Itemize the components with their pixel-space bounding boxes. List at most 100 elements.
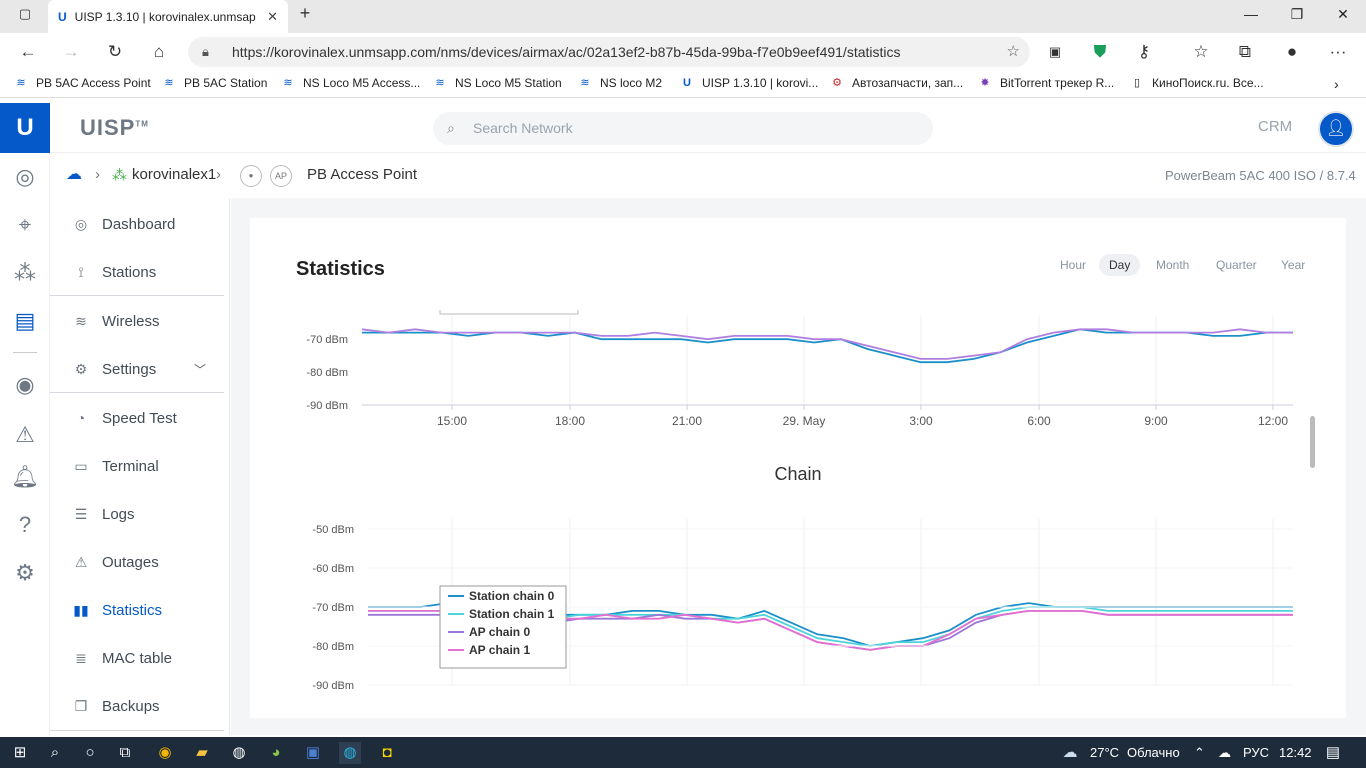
menu-item-stations[interactable]: ⟟ Stations [50,252,230,292]
search-placeholder: Search Network [473,120,573,136]
page-title: Statistics [296,258,385,280]
new-tab-icon[interactable]: + [299,3,311,23]
bookmark-4[interactable]: ≋ NS loco M2 [578,76,662,90]
minimize-icon[interactable]: — [1244,6,1258,22]
forward-icon[interactable]: → [62,42,80,61]
range-day[interactable]: Day [1099,254,1141,276]
tasks-rail-icon[interactable]: ◉ [15,372,35,397]
menu-item-wireless[interactable]: ≋ Wireless [50,301,230,341]
bookmark-8[interactable]: ▯ КиноПоиск.ru. Все... [1130,76,1264,90]
settings-icon: ⚙ [74,360,88,377]
uisp-logo-icon[interactable]: U [0,103,50,153]
dashboard-rail-icon[interactable]: ◎ [15,164,35,189]
bookmark-7[interactable]: ✸ BitTorrent трекер R... [978,76,1114,90]
lock-icon: 🔒︎ [202,44,209,59]
task-view-icon[interactable]: ⧉ [119,744,131,761]
extension-icon[interactable]: ▣ [1048,44,1062,59]
devices-rail-icon[interactable]: ▤ [14,308,36,333]
menu-item-statistics[interactable]: ▮▮ Statistics [50,590,230,630]
menu-item-terminal[interactable]: ▭ Terminal [50,446,230,486]
menu-item-dashboard[interactable]: ◎ Dashboard [50,204,230,244]
cloud-icon[interactable]: ☁ [66,166,82,183]
shield-extension-icon[interactable]: ⛊ [1093,42,1107,61]
range-marker [439,310,579,315]
bookmark-6[interactable]: ⚙ Автозапчасти, зап... [830,76,963,90]
content-scrollbar[interactable] [1310,416,1315,468]
reload-icon[interactable]: ↻ [107,42,123,61]
browser-navbar: ← → ↻ ⌂ 🔒︎ https://korovinalex.unmsapp.c… [0,33,1366,70]
search-input[interactable]: ⌕ Search Network [433,112,933,145]
clients-rail-icon[interactable]: ⁂ [14,260,36,285]
collections-icon[interactable]: ⧉ [1238,42,1252,61]
chain-chart: -50 dBm -60 dBm -70 dBm -80 dBm -90 dBm Stati… [312,519,1293,692]
bookmarks-more-icon[interactable]: › [1334,76,1339,92]
url-text: https://korovinalex.unmsapp.com/nms/devi… [232,44,901,60]
device-menu: ◎ Dashboard ⟟ Stations ≋ Wireless ⚙ Settings… [50,198,230,735]
tray-chevron-icon[interactable]: ⌃ [1194,745,1205,760]
y-tick-label: -80 dBm [306,367,348,379]
save-app-icon[interactable]: ▣ [305,744,321,761]
range-month[interactable]: Month [1156,258,1190,272]
windows-start-icon[interactable]: ⊞ [13,744,27,761]
avatar[interactable]: 👤︎ [1318,111,1354,147]
explorer-icon[interactable]: ▰ [196,744,208,761]
tab-actions-icon[interactable]: ▢ [18,6,32,21]
menu-item-mac-table[interactable]: ≣ MAC table [50,638,230,678]
statistics-card: Statistics Hour Day Month Quarter Year -… [250,218,1346,718]
uisp-favicon-icon: U [58,9,67,24]
range-year[interactable]: Year [1281,258,1306,272]
wifi-icon: ≋ [164,77,174,89]
location-rail-icon[interactable]: ⌖ [18,212,32,237]
browser-tab[interactable]: U UISP 1.3.10 | korovinalex.unmsap ✕ [48,0,288,33]
signal-chart: -70 dBm -80 dBm -90 dBm 15:00 18:00 21:00 29. … [306,310,1293,428]
main-content: Statistics Hour Day Month Quarter Year -… [231,198,1366,735]
logs-icon: ☰ [74,505,88,522]
help-rail-icon[interactable]: ? [18,512,32,537]
network-icon[interactable]: ☁ [1218,745,1231,760]
more-icon[interactable]: ··· [1329,42,1347,61]
home-icon[interactable]: ⌂ [153,42,165,61]
menu-item-backups[interactable]: ❐ Backups [50,686,230,726]
chrome-icon[interactable]: ◉ [158,744,172,761]
range-quarter[interactable]: Quarter [1216,258,1257,272]
window-close-icon[interactable]: ✕ [1337,6,1349,22]
clock[interactable]: 12:42 [1279,745,1312,760]
bookmark-5[interactable]: U UISP 1.3.10 | korovi... [680,76,818,90]
profile-icon[interactable]: ● [1286,42,1298,61]
tab-close-icon[interactable]: ✕ [267,8,278,24]
breadcrumb-site[interactable]: korovinalex1 [132,166,217,183]
bookmark-1[interactable]: ≋ PB 5AC Station [162,76,267,90]
back-icon[interactable]: ← [19,42,37,61]
statistics-icon: ▮▮ [73,601,89,618]
bookmark-2[interactable]: ≋ NS Loco M5 Access... [281,76,420,90]
bookmark-3[interactable]: ≋ NS Loco M5 Station [433,76,561,90]
legend-label: AP chain 1 [469,643,530,657]
edge-icon[interactable]: ◍ [339,742,361,764]
maps-icon[interactable]: ◕ [271,744,281,761]
range-hour[interactable]: Hour [1060,258,1087,272]
search-taskbar-icon[interactable]: ⌕ [50,744,60,761]
menu-item-speed-test[interactable]: ◔ Speed Test [50,398,230,438]
settings-rail-icon[interactable]: ⚙ [15,560,35,585]
menu-item-outages[interactable]: ⚠ Outages [50,542,230,582]
address-bar[interactable]: 🔒︎ https://korovinalex.unmsapp.com/nms/d… [188,37,1030,67]
app2-icon[interactable]: ◘ [382,744,392,761]
y-tick-label: -90 dBm [306,400,348,412]
cortana-icon[interactable]: ○ [85,744,95,761]
favorites-icon[interactable]: ☆ [1193,42,1209,61]
action-center-icon[interactable]: ▤ [1325,744,1341,761]
add-favorite-icon[interactable]: ☆ [1006,43,1020,60]
alerts-rail-icon[interactable]: ⚠ [15,422,35,447]
menu-item-settings[interactable]: ⚙ Settings ﹀ [50,349,230,389]
maximize-icon[interactable]: ❐ [1290,6,1304,22]
chevron-right-icon: › [95,166,100,183]
menu-item-logs[interactable]: ☰ Logs [50,494,230,534]
device-status-icon: ● [240,165,262,187]
device-model: PowerBeam 5AC 400 ISO / 8.7.4 [1165,168,1356,183]
key-icon[interactable]: ⚷ [1137,42,1151,61]
notifications-rail-icon[interactable]: 🔔︎ [11,464,39,489]
crm-link[interactable]: CRM [1258,118,1293,135]
bookmark-0[interactable]: ≋ PB 5AC Access Point [14,76,150,90]
app-icon[interactable]: ◍ [232,744,246,761]
language-indicator[interactable]: РУС [1243,745,1270,760]
